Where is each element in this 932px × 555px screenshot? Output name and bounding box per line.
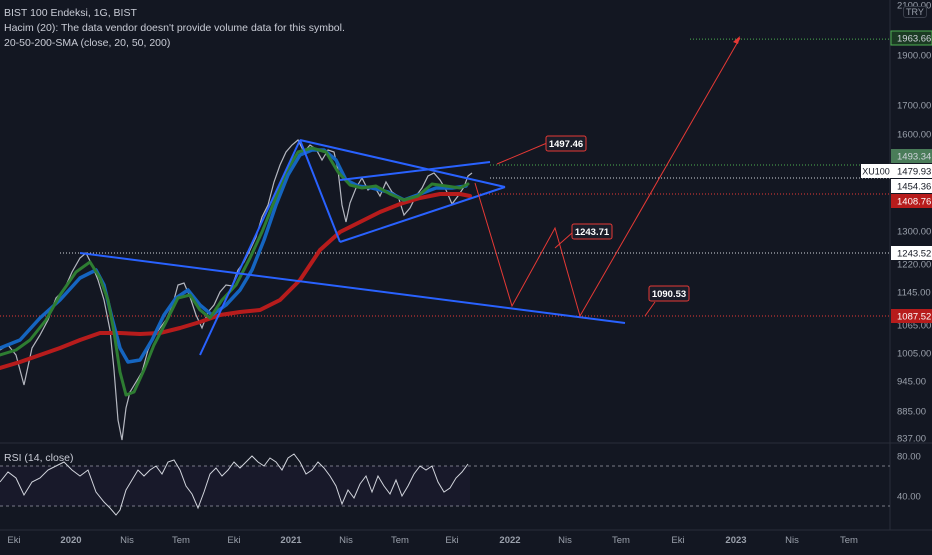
annotation-1243-box	[571, 223, 613, 240]
x-tick-2: Nis	[120, 535, 134, 546]
callout-line-3	[644, 301, 656, 317]
price-label-bg-support	[891, 246, 932, 260]
x-tick-6: Nis	[339, 535, 353, 546]
triangle-left	[299, 139, 341, 243]
y-tick-4: 1300.00	[897, 227, 931, 238]
y-tick-6: 1145.00	[897, 288, 931, 299]
price-label-xu100: 1479.93	[897, 167, 931, 178]
x-tick-9: 2022	[499, 535, 520, 546]
y-tick-1: 1900.00	[897, 51, 931, 62]
projection-path	[474, 37, 741, 318]
x-tick-10: Nis	[558, 535, 572, 546]
price-label-sma200: 1408.76	[897, 197, 931, 208]
x-tick-0: Eki	[7, 535, 20, 546]
currency-badge[interactable]: TRY	[903, 6, 927, 18]
price-label-support: 1243.52	[897, 249, 931, 260]
x-tick-11: Tem	[612, 535, 630, 546]
price-label-low-support: 1087.52	[897, 312, 931, 323]
y-tick-10: 885.00	[897, 407, 926, 418]
price-label-bg-last-green	[891, 149, 932, 163]
rsi-line	[0, 453, 469, 516]
y-tick-11: 837.00	[897, 434, 926, 445]
rsi-tick-1: 40.00	[897, 492, 921, 503]
price-label-last-green: 1493.34	[897, 152, 931, 163]
price-label-bg-sma200	[891, 194, 932, 208]
y-tick-8: 1005.00	[897, 349, 931, 360]
chart-legend: BIST 100 Endeksi, 1G, BIST Hacim (20): T…	[4, 6, 345, 51]
y-tick-7: 1065.00	[897, 321, 931, 332]
triangle-top	[339, 161, 491, 181]
price-label-target: 1963.66	[897, 34, 931, 45]
sma-legend[interactable]: 20-50-200-SMA (close, 20, 50, 200)	[4, 37, 171, 49]
annotation-1090: 1090.53	[652, 289, 686, 300]
x-tick-12: Eki	[671, 535, 684, 546]
x-tick-13: 2023	[725, 535, 746, 546]
rsi-tick-0: 80.00	[897, 452, 921, 463]
y-tick-3: 1600.00	[897, 130, 931, 141]
y-tick-5: 1220.00	[897, 260, 931, 271]
rsi-legend[interactable]: RSI (14, close)	[4, 452, 74, 464]
sma50-line	[0, 148, 468, 364]
callout-line-2	[554, 232, 573, 249]
y-tick-9: 945.00	[897, 377, 926, 388]
channel-left	[199, 139, 301, 356]
x-tick-8: Eki	[445, 535, 458, 546]
symbol-tag-bg	[861, 164, 891, 178]
x-tick-3: Tem	[172, 535, 190, 546]
x-tick-15: Tem	[840, 535, 858, 546]
x-tick-1: 2020	[60, 535, 81, 546]
price-label-bg-xu100	[891, 164, 932, 178]
callout-line-1	[496, 142, 548, 165]
symbol-title[interactable]: BIST 100 Endeksi, 1G, BIST	[4, 7, 137, 19]
rsi-band-fill	[0, 466, 470, 506]
price-label-sma20: 1454.36	[897, 182, 931, 193]
price-label-bg-low-support	[891, 309, 932, 323]
annotation-1090-box	[648, 285, 690, 302]
x-tick-7: Tem	[391, 535, 409, 546]
annotation-1243: 1243.71	[575, 227, 610, 238]
projection-arrowhead	[733, 36, 740, 44]
y-tick-2: 1700.00	[897, 101, 931, 112]
volume-note[interactable]: Hacim (20): The data vendor doesn't prov…	[4, 22, 345, 34]
price-label-bg-target	[890, 30, 932, 46]
price-label-bg-sma20	[891, 179, 932, 193]
sma200-line	[0, 192, 472, 370]
x-tick-4: Eki	[227, 535, 240, 546]
annotation-1497-box	[545, 135, 587, 152]
upper-trendline	[299, 139, 506, 188]
long-trendline	[79, 252, 626, 324]
annotation-1497: 1497.46	[549, 139, 583, 150]
sma20-line	[0, 146, 470, 397]
symbol-tag: XU100	[862, 167, 890, 177]
x-tick-5: 2021	[280, 535, 302, 546]
x-tick-14: Nis	[785, 535, 799, 546]
lower-trendline	[339, 186, 506, 243]
